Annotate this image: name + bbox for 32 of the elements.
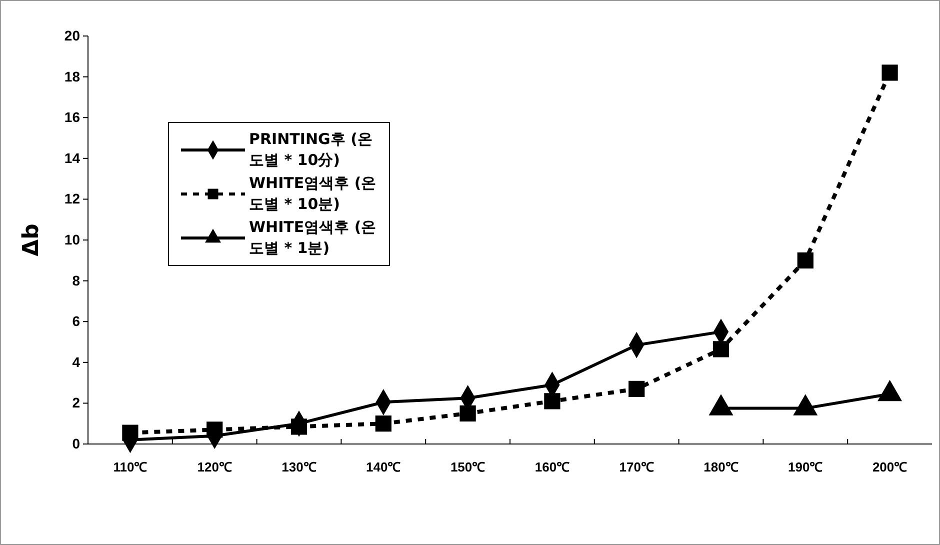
point	[375, 416, 392, 432]
x-tick-label: 120℃	[197, 460, 232, 475]
y-tick-label: 12	[64, 190, 80, 207]
legend-label: PRINTING후 (온도별 * 10分)	[249, 129, 374, 171]
y-tick-label: 2	[72, 394, 80, 411]
y-axis-title: Δb	[19, 224, 44, 256]
x-tick-label: 170℃	[619, 460, 654, 475]
point	[712, 341, 730, 358]
x-tick-label: 200℃	[872, 460, 908, 475]
y-tick-label: 4	[72, 354, 80, 370]
x-tick-label: 160℃	[534, 460, 570, 475]
x-tick-label: 190℃	[788, 460, 823, 475]
point	[544, 393, 560, 410]
legend-label: WHITE염색후 (온도별 * 10분)	[249, 173, 378, 215]
x-tick-label: 180℃	[704, 460, 738, 475]
x-tick-label: 150℃	[450, 460, 486, 475]
point	[882, 64, 898, 81]
legend-label: WHITE염색후 (온도별 * 1분)	[249, 217, 378, 259]
x-tick-label: 130℃	[282, 460, 316, 475]
y-tick-label: 0	[72, 435, 80, 452]
y-tick-label: 16	[64, 109, 80, 126]
point	[628, 380, 645, 397]
x-tick-label: 110℃	[113, 460, 148, 475]
y-tick-label: 10	[64, 231, 80, 248]
point	[797, 252, 814, 268]
y-tick-label: 20	[64, 27, 80, 44]
y-tick-label: 6	[72, 313, 80, 330]
x-tick-label: 140℃	[366, 460, 401, 475]
y-tick-label: 18	[64, 68, 80, 84]
point	[460, 405, 476, 422]
y-tick-label: 14	[64, 150, 80, 166]
y-tick-label: 8	[72, 272, 80, 288]
